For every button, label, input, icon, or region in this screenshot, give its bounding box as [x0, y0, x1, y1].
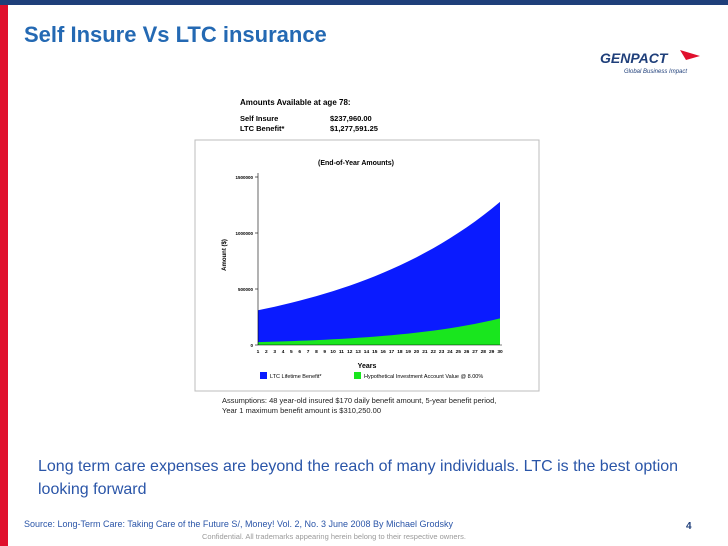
x-tick-label: 8: [315, 349, 318, 355]
header-row-value-self: $237,960.00: [330, 114, 372, 123]
x-tick-label: 1: [257, 349, 260, 355]
logo-tagline: Global Business Impact: [624, 69, 687, 75]
x-tick-label: 17: [389, 349, 395, 355]
x-tick-label: 26: [464, 349, 470, 355]
x-axis-label: Years: [358, 363, 377, 370]
y-tick-label: 0: [250, 343, 253, 348]
x-tick-label: 20: [414, 349, 420, 355]
x-tick-label: 23: [439, 349, 445, 355]
slide-title: Self Insure Vs LTC insurance: [24, 22, 327, 47]
x-tick-label: 9: [323, 349, 326, 355]
x-tick-label: 29: [489, 349, 495, 355]
y-axis-label: Amount ($): [222, 239, 228, 271]
x-tick-label: 13: [355, 349, 361, 355]
source-citation: Source: Long-Term Care: Taking Care of t…: [24, 519, 454, 529]
x-tick-label: 11: [339, 349, 344, 355]
chart-header: Amounts Available at age 78: Self Insure…: [240, 98, 378, 133]
y-tick-label: 1000000: [235, 231, 253, 236]
x-tick-label: 24: [447, 349, 453, 355]
logo-mark-icon: [680, 50, 700, 60]
chart-title: (End-of-Year Amounts): [318, 160, 394, 167]
x-tick-label: 2: [265, 349, 268, 355]
x-tick-label: 3: [273, 349, 276, 355]
header-row-label-self: Self Insure: [240, 114, 278, 123]
legend-investment-label: Hypothetical Investment Account Value @ …: [364, 374, 483, 380]
x-tick-label: 21: [422, 349, 428, 355]
x-tick-label: 15: [372, 349, 378, 355]
legend: LTC Lifetime Benefit* Hypothetical Invest…: [260, 372, 483, 380]
legend-ltc-swatch: [260, 372, 267, 379]
x-tick-label: 7: [307, 349, 310, 355]
confidential-notice: Confidential. All trademarks appearing h…: [202, 532, 466, 541]
x-tick-label: 16: [381, 349, 387, 355]
x-tick-label: 22: [431, 349, 437, 355]
x-tick-label: 4: [282, 349, 285, 355]
chart-frame: [194, 139, 540, 392]
header-row-value-ltc: $1,277,591.25: [330, 124, 378, 133]
y-tick-label: 1500000: [235, 175, 253, 180]
assumptions-line-1: Assumptions: 48 year-old insured $170 da…: [222, 396, 496, 405]
header-row-label-ltc: LTC Benefit*: [240, 124, 285, 133]
ltc-chart: Amounts Available at age 78: Self Insure…: [174, 65, 580, 427]
x-tick-label: 28: [481, 349, 487, 355]
top-accent-bar: [0, 0, 728, 5]
logo-wordmark: GENPACT: [600, 50, 669, 66]
chart-header-heading: Amounts Available at age 78:: [240, 98, 351, 107]
x-tick-label: 27: [472, 349, 478, 355]
page-number: 4: [686, 521, 692, 532]
assumptions-line-2: Year 1 maximum benefit amount is $310,25…: [222, 406, 381, 415]
legend-investment-swatch: [354, 372, 361, 379]
x-tick-label: 6: [298, 349, 301, 355]
y-tick-label: 500000: [238, 287, 254, 292]
genpact-logo: GENPACT Global Business Impact: [600, 50, 700, 75]
x-tick-label: 30: [497, 349, 503, 355]
series-area-investment: [258, 318, 500, 345]
series-area-ltc-benefit: [258, 201, 500, 345]
legend-ltc-label: LTC Lifetime Benefit*: [270, 374, 322, 380]
summary-text: Long term care expenses are beyond the r…: [38, 458, 679, 498]
x-tick-label: 19: [406, 349, 412, 355]
left-accent-bar: [0, 5, 8, 546]
x-tick-label: 10: [330, 349, 336, 355]
x-tick-label: 14: [364, 349, 370, 355]
x-tick-label: 12: [347, 349, 353, 355]
x-tick-label: 25: [456, 349, 462, 355]
x-tick-label: 18: [397, 349, 403, 355]
x-tick-label: 5: [290, 349, 293, 355]
